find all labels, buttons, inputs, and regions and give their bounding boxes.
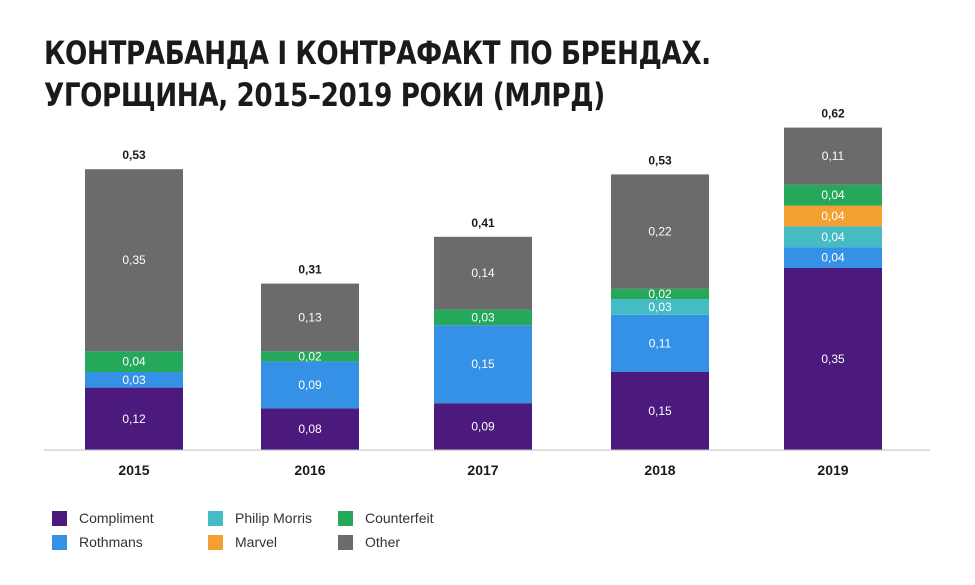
bar-segment-counterfeit-2016: [261, 351, 359, 362]
legend-swatch: [208, 510, 223, 526]
total-label-2017: 0,41: [471, 216, 495, 230]
total-label-2018: 0,53: [648, 153, 672, 167]
data-label-compliment-2019: 0,35: [821, 352, 845, 366]
legend-swatch: [52, 534, 67, 550]
data-label-other-2016: 0,13: [298, 310, 322, 324]
bar-segment-compliment-2019: [784, 268, 882, 450]
data-label-other-2018: 0,22: [648, 225, 672, 239]
x-tick-label-2019: 2019: [817, 462, 848, 478]
x-tick-label-2016: 2016: [294, 462, 325, 478]
data-label-counterfeit-2015: 0,04: [122, 355, 146, 369]
bar-stack-2015: 0,12 0,03 0,04 0,35: [85, 169, 183, 450]
bar-segment-other-2019: [784, 127, 882, 185]
bar-segment-rothmans-2015: [85, 372, 183, 388]
bar-segment-rothmans-2018: [611, 314, 709, 372]
bar-segment-other-2018: [611, 174, 709, 289]
bar-segment-other-2017: [434, 236, 532, 310]
legend-item-compliment: Compliment: [52, 510, 154, 526]
chart-title-line-1: КОНТРАБАНДА І КОНТРАФАКТ ПО БРЕНДАХ.: [44, 34, 711, 72]
data-label-other-2019: 0,11: [822, 149, 845, 163]
total-label-2019: 0,62: [821, 107, 845, 121]
bar-stack-2016: 0,08 0,09 0,02 0,13: [261, 283, 359, 450]
data-label-marvel-2019: 0,04: [821, 209, 845, 223]
bar-segment-rothmans-2019: [784, 247, 882, 268]
data-label-compliment-2017: 0,09: [471, 420, 495, 434]
bar-segment-other-2016: [261, 283, 359, 352]
legend-swatch: [208, 534, 223, 550]
bar-segment-compliment-2017: [434, 403, 532, 450]
legend-swatch: [338, 534, 353, 550]
legend-item-philip-morris: Philip Morris: [208, 510, 312, 526]
bar-segment-other-2015: [85, 169, 183, 352]
x-tick-label-2017: 2017: [467, 462, 498, 478]
bar-segment-counterfeit-2018: [611, 288, 709, 300]
bar-segment-rothmans-2017: [434, 325, 532, 404]
data-label-compliment-2015: 0,12: [122, 412, 146, 426]
data-label-counterfeit-2017: 0,03: [471, 310, 495, 324]
legend-item-rothmans: Rothmans: [52, 534, 143, 550]
bar-segment-marvel-2019: [784, 205, 882, 227]
legend-label: Other: [365, 534, 401, 550]
bar-stack-2018: 0,15 0,11 0,030,02 0,22: [611, 174, 709, 450]
bar-segment-counterfeit-2017: [434, 309, 532, 326]
bar-segment-compliment-2015: [85, 387, 183, 450]
x-tick-label-2018: 2018: [644, 462, 675, 478]
chart-title-line-2: УГОРЩИНА, 2015–2019 РОКИ (МЛРД): [44, 76, 605, 114]
data-label-rothmans-2017: 0,15: [471, 357, 495, 371]
bar-segment-philip-morris-2018: [611, 299, 709, 315]
bar-segment-philip-morris-2019: [784, 226, 882, 248]
data-label-rothmans-2018: 0,11: [649, 336, 672, 350]
bar-segment-compliment-2018: [611, 372, 709, 450]
legend-swatch: [52, 510, 67, 526]
data-label-compliment-2018: 0,15: [648, 404, 672, 418]
data-label-counterfeit-2018: 0,02: [648, 287, 672, 301]
total-label-2015: 0,53: [122, 148, 146, 162]
legend-label: Marvel: [235, 534, 278, 550]
chart-title: КОНТРАБАНДА І КОНТРАФАКТ ПО БРЕНДАХ. УГО…: [44, 32, 711, 116]
legend-label: Compliment: [79, 510, 154, 526]
legend-label: Philip Morris: [235, 510, 313, 526]
data-label-compliment-2016: 0,08: [298, 422, 322, 436]
data-label-rothmans-2019: 0,04: [821, 251, 845, 265]
data-label-rothmans-2015: 0,03: [122, 373, 146, 387]
bar-segment-compliment-2016: [261, 408, 359, 450]
bar-segment-rothmans-2016: [261, 361, 359, 409]
bar-stack-2019: 0,35 0,04 0,04 0,04 0,04 0,11: [784, 127, 882, 450]
bar-segment-counterfeit-2019: [784, 184, 882, 206]
data-label-philip-morris-2018: 0,03: [648, 300, 672, 314]
legend-swatch: [338, 510, 353, 526]
data-label-other-2015: 0,35: [122, 253, 146, 267]
bar-segment-counterfeit-2015: [85, 351, 183, 372]
data-label-counterfeit-2016: 0,02: [298, 349, 322, 363]
data-label-other-2017: 0,14: [471, 266, 495, 280]
legend-label: Rothmans: [79, 534, 143, 550]
x-tick-label-2015: 2015: [118, 462, 149, 478]
legend-item-counterfeit: Counterfeit: [338, 510, 433, 526]
bar-stack-2017: 0,09 0,15 0,03 0,14: [434, 236, 532, 450]
data-label-counterfeit-2019: 0,04: [821, 188, 845, 202]
data-label-rothmans-2016: 0,09: [298, 378, 322, 392]
total-label-2016: 0,31: [298, 263, 322, 277]
data-label-philip-morris-2019: 0,04: [821, 230, 845, 244]
legend-item-other: Other: [338, 534, 400, 550]
legend-item-marvel: Marvel: [208, 534, 277, 550]
legend-label: Counterfeit: [365, 510, 434, 526]
